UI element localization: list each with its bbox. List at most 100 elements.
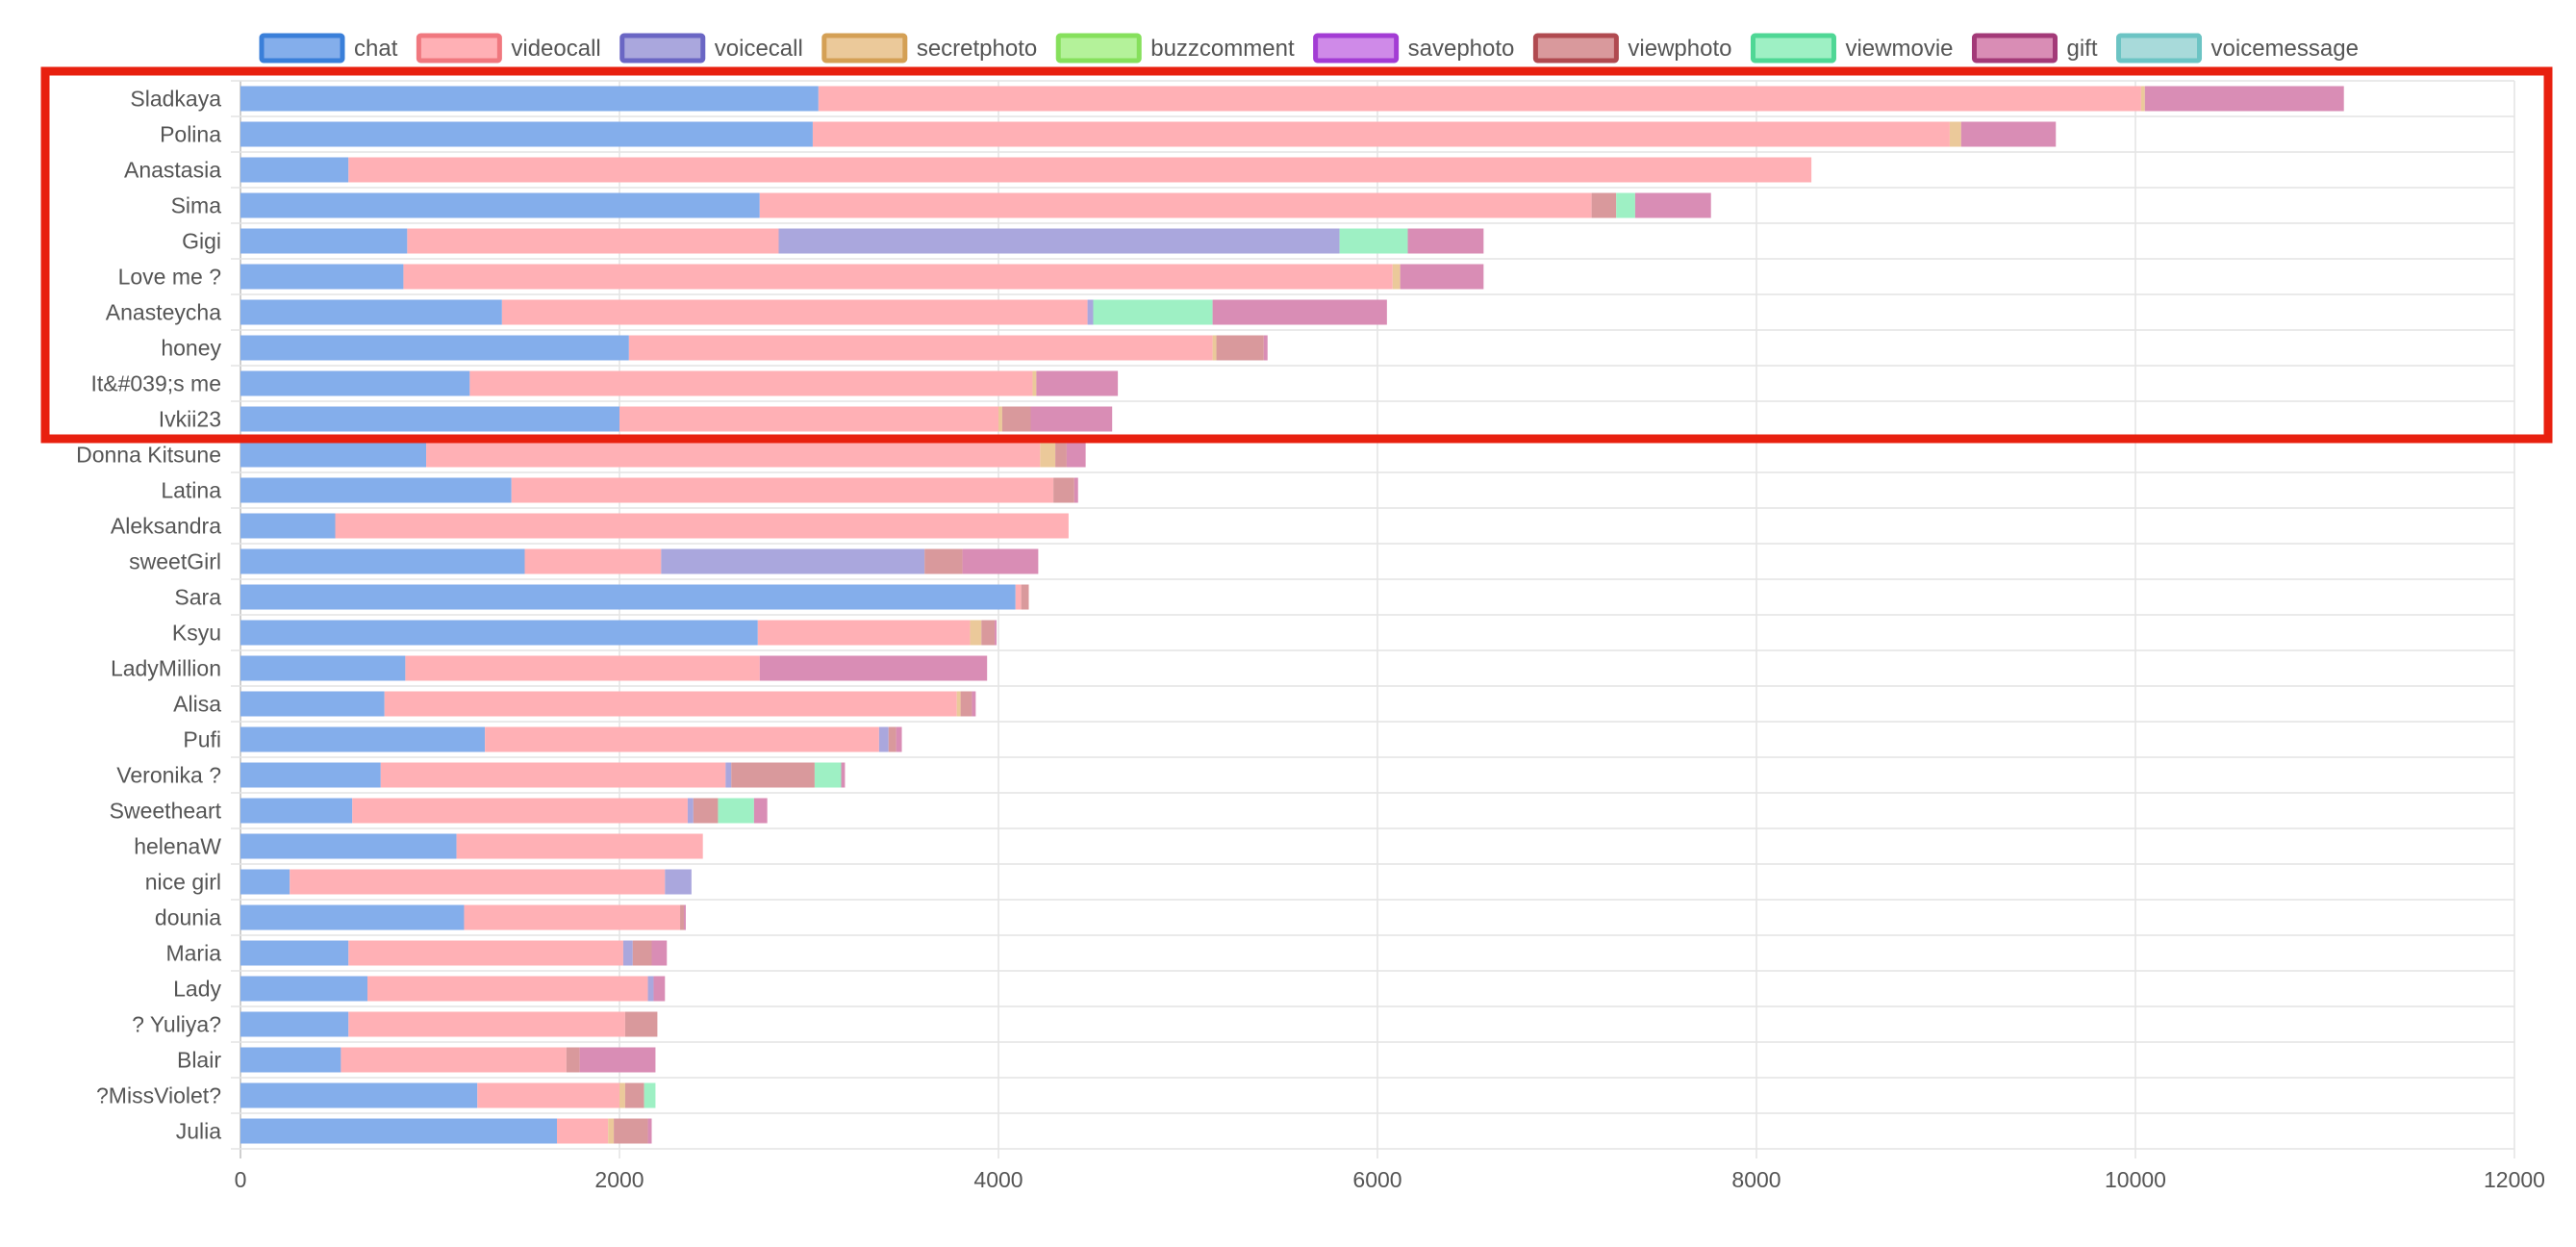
bar-segment-gift[interactable]: [2144, 86, 2344, 112]
bar-segment-chat[interactable]: [240, 1011, 349, 1037]
bar-segment-videocall[interactable]: [1015, 584, 1022, 610]
bar-segment-videocall[interactable]: [469, 370, 1033, 396]
bar-segment-secretphoto[interactable]: [1392, 264, 1401, 290]
bar-segment-voicecall[interactable]: [661, 548, 925, 574]
bar-segment-videocall[interactable]: [335, 513, 1069, 539]
bar-segment-voicecall[interactable]: [778, 228, 1340, 254]
bar-segment-videocall[interactable]: [511, 477, 1054, 503]
bar-segment-chat[interactable]: [240, 121, 813, 147]
bar-segment-gift[interactable]: [841, 762, 846, 788]
bar-segment-gift[interactable]: [1066, 442, 1086, 468]
bar-segment-chat[interactable]: [240, 798, 353, 824]
bar-segment-voicecall[interactable]: [725, 762, 732, 788]
bar-segment-viewphoto[interactable]: [1053, 477, 1074, 503]
bar-segment-chat[interactable]: [240, 833, 457, 859]
bar-segment-chat[interactable]: [240, 406, 619, 432]
bar-segment-gift[interactable]: [1073, 477, 1078, 503]
bar-segment-chat[interactable]: [240, 548, 525, 574]
bar-segment-videocall[interactable]: [464, 904, 681, 930]
bar-segment-viewphoto[interactable]: [566, 1047, 580, 1073]
bar-segment-gift[interactable]: [683, 904, 686, 930]
bar-segment-viewmovie[interactable]: [644, 1082, 656, 1108]
bar-segment-voicecall[interactable]: [665, 869, 692, 895]
bar-segment-videocall[interactable]: [556, 1118, 609, 1144]
bar-segment-secretphoto[interactable]: [619, 1082, 625, 1108]
bar-segment-viewphoto[interactable]: [981, 620, 996, 646]
bar-segment-viewmovie[interactable]: [1093, 299, 1213, 325]
bar-segment-chat[interactable]: [240, 1047, 341, 1073]
bar-segment-chat[interactable]: [240, 442, 427, 468]
bar-segment-chat[interactable]: [240, 940, 349, 966]
bar-segment-chat[interactable]: [240, 976, 367, 1002]
bar-segment-gift[interactable]: [1036, 370, 1119, 396]
bar-segment-secretphoto[interactable]: [1032, 370, 1037, 396]
bar-segment-gift[interactable]: [1634, 192, 1711, 218]
bar-segment-gift[interactable]: [1263, 335, 1268, 361]
bar-segment-voicecall[interactable]: [622, 940, 633, 966]
bar-segment-viewphoto[interactable]: [1591, 192, 1617, 218]
bar-segment-voicecall[interactable]: [647, 976, 654, 1002]
bar-segment-videocall[interactable]: [348, 940, 623, 966]
bar-segment-videocall[interactable]: [628, 335, 1213, 361]
bar-segment-voicecall[interactable]: [687, 798, 694, 824]
bar-segment-videocall[interactable]: [348, 1011, 625, 1037]
bar-segment-secretphoto[interactable]: [1212, 335, 1217, 361]
bar-segment-viewphoto[interactable]: [1021, 584, 1029, 610]
legend-item-voicemessage[interactable]: voicemessage: [2116, 33, 2359, 64]
bar-segment-gift[interactable]: [1400, 264, 1484, 290]
bar-segment-videocall[interactable]: [405, 655, 760, 681]
bar-segment-gift[interactable]: [653, 976, 666, 1002]
bar-segment-viewmovie[interactable]: [1616, 192, 1635, 218]
legend-item-secretphoto[interactable]: secretphoto: [821, 33, 1037, 64]
bar-segment-viewphoto[interactable]: [1001, 406, 1031, 432]
bar-segment-chat[interactable]: [240, 904, 465, 930]
bar-segment-gift[interactable]: [972, 691, 976, 717]
bar-segment-chat[interactable]: [240, 655, 406, 681]
bar-segment-viewphoto[interactable]: [680, 904, 684, 930]
bar-segment-viewphoto[interactable]: [632, 940, 652, 966]
bar-segment-gift[interactable]: [995, 620, 998, 646]
bar-segment-secretphoto[interactable]: [956, 691, 961, 717]
bar-segment-gift[interactable]: [753, 798, 768, 824]
bar-segment-videocall[interactable]: [524, 548, 662, 574]
legend-item-chat[interactable]: chat: [259, 33, 398, 64]
bar-segment-chat[interactable]: [240, 192, 760, 218]
bar-segment-viewphoto[interactable]: [624, 1011, 658, 1037]
bar-segment-videocall[interactable]: [290, 869, 666, 895]
bar-segment-chat[interactable]: [240, 264, 404, 290]
bar-segment-videocall[interactable]: [341, 1047, 567, 1073]
bar-segment-viewmovie[interactable]: [814, 762, 842, 788]
bar-segment-viewphoto[interactable]: [731, 762, 815, 788]
legend-item-viewphoto[interactable]: viewphoto: [1532, 33, 1731, 64]
bar-segment-videocall[interactable]: [812, 121, 1950, 147]
bar-segment-viewphoto[interactable]: [924, 548, 963, 574]
bar-segment-chat[interactable]: [240, 477, 512, 503]
bar-segment-videocall[interactable]: [407, 228, 779, 254]
bar-segment-chat[interactable]: [240, 726, 486, 752]
bar-segment-videocall[interactable]: [403, 264, 1393, 290]
legend-item-savephoto[interactable]: savephoto: [1313, 33, 1515, 64]
bar-segment-gift[interactable]: [1030, 406, 1113, 432]
bar-segment-voicecall[interactable]: [1087, 299, 1094, 325]
bar-segment-gift[interactable]: [1212, 299, 1387, 325]
bar-segment-secretphoto[interactable]: [998, 406, 1002, 432]
bar-segment-videocall[interactable]: [456, 833, 703, 859]
legend-item-buzzcomment[interactable]: buzzcomment: [1055, 33, 1295, 64]
bar-segment-secretphoto[interactable]: [608, 1118, 615, 1144]
bar-segment-videocall[interactable]: [426, 442, 1041, 468]
bar-segment-videocall[interactable]: [380, 762, 726, 788]
bar-segment-secretphoto[interactable]: [2140, 86, 2145, 112]
bar-segment-viewphoto[interactable]: [693, 798, 719, 824]
bar-segment-voicecall[interactable]: [878, 726, 889, 752]
legend-item-gift[interactable]: gift: [1972, 33, 2098, 64]
bar-segment-videocall[interactable]: [366, 976, 648, 1002]
bar-segment-viewphoto[interactable]: [1055, 442, 1067, 468]
bar-segment-gift[interactable]: [896, 726, 902, 752]
bar-segment-gift[interactable]: [759, 655, 988, 681]
bar-segment-videocall[interactable]: [348, 157, 1812, 183]
legend-item-voicecall[interactable]: voicecall: [619, 33, 803, 64]
bar-segment-videocall[interactable]: [485, 726, 879, 752]
bar-segment-chat[interactable]: [240, 513, 336, 539]
bar-segment-videocall[interactable]: [477, 1082, 619, 1108]
bar-segment-secretphoto[interactable]: [1040, 442, 1056, 468]
